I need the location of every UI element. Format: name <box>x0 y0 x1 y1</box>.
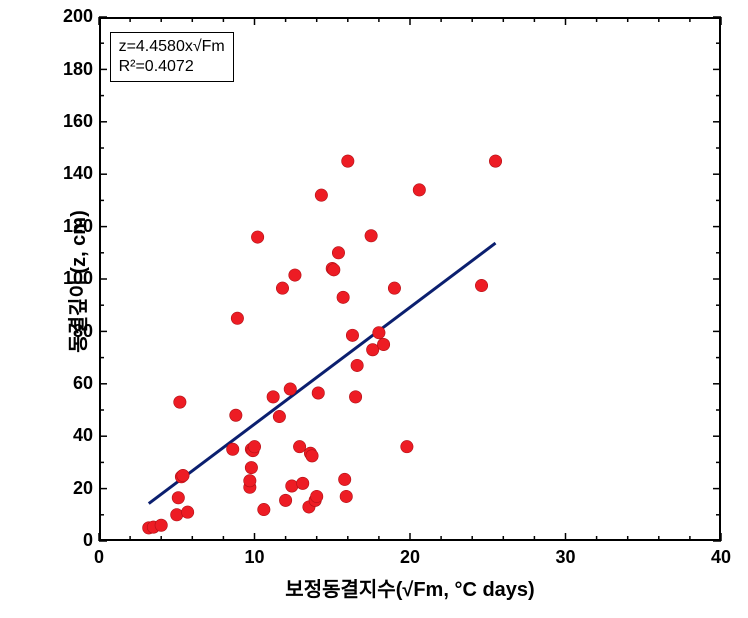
data-point <box>337 291 349 303</box>
equation-box: z=4.4580x√Fm R²=0.4072 <box>110 32 234 82</box>
data-point <box>289 269 301 281</box>
equation-line-2: R²=0.4072 <box>119 57 225 77</box>
data-point <box>332 247 344 259</box>
data-point <box>284 383 296 395</box>
data-point <box>248 440 260 452</box>
y-axis-label: 동결깊이 (z, cm) <box>62 210 91 353</box>
data-point <box>276 282 288 294</box>
data-point <box>273 410 285 422</box>
equation-line-1: z=4.4580x√Fm <box>119 37 225 57</box>
data-point <box>231 312 243 324</box>
data-point <box>171 509 183 521</box>
data-point <box>293 440 305 452</box>
x-tick-label: 10 <box>235 547 275 568</box>
x-tick-label: 0 <box>79 547 119 568</box>
x-tick-label: 40 <box>701 547 741 568</box>
data-point <box>366 344 378 356</box>
data-point <box>245 461 257 473</box>
data-point <box>177 469 189 481</box>
x-axis-label: 보정동결지수(√Fm, °C days) <box>99 573 721 602</box>
data-point <box>413 184 425 196</box>
data-point <box>279 494 291 506</box>
data-point <box>338 473 350 485</box>
data-point <box>340 490 352 502</box>
data-point <box>227 443 239 455</box>
chart-container: 020406080100120140160180200 010203040 동결… <box>0 0 748 618</box>
data-point <box>306 450 318 462</box>
data-point <box>346 329 358 341</box>
data-point <box>489 155 501 167</box>
data-point <box>181 506 193 518</box>
regression-line <box>149 243 496 503</box>
data-point <box>377 338 389 350</box>
data-point <box>365 230 377 242</box>
y-tick-label: 200 <box>43 6 93 27</box>
data-point <box>230 409 242 421</box>
data-point <box>244 475 256 487</box>
data-point <box>315 189 327 201</box>
data-point <box>373 327 385 339</box>
y-tick-label: 60 <box>43 373 93 394</box>
data-point <box>388 282 400 294</box>
data-point <box>342 155 354 167</box>
data-point <box>311 490 323 502</box>
y-tick-label: 140 <box>43 163 93 184</box>
data-point <box>258 503 270 515</box>
data-point <box>174 396 186 408</box>
data-point <box>401 440 413 452</box>
data-point <box>328 264 340 276</box>
data-point <box>297 477 309 489</box>
data-point <box>286 480 298 492</box>
data-point <box>251 231 263 243</box>
data-point <box>312 387 324 399</box>
data-point <box>267 391 279 403</box>
y-tick-label: 180 <box>43 59 93 80</box>
data-point <box>349 391 361 403</box>
data-point <box>475 279 487 291</box>
y-tick-label: 40 <box>43 425 93 446</box>
plot-svg <box>0 0 748 618</box>
x-tick-label: 30 <box>546 547 586 568</box>
y-tick-label: 160 <box>43 111 93 132</box>
data-point <box>172 492 184 504</box>
y-tick-label: 20 <box>43 478 93 499</box>
x-tick-label: 20 <box>390 547 430 568</box>
data-point <box>351 359 363 371</box>
data-point <box>155 519 167 531</box>
